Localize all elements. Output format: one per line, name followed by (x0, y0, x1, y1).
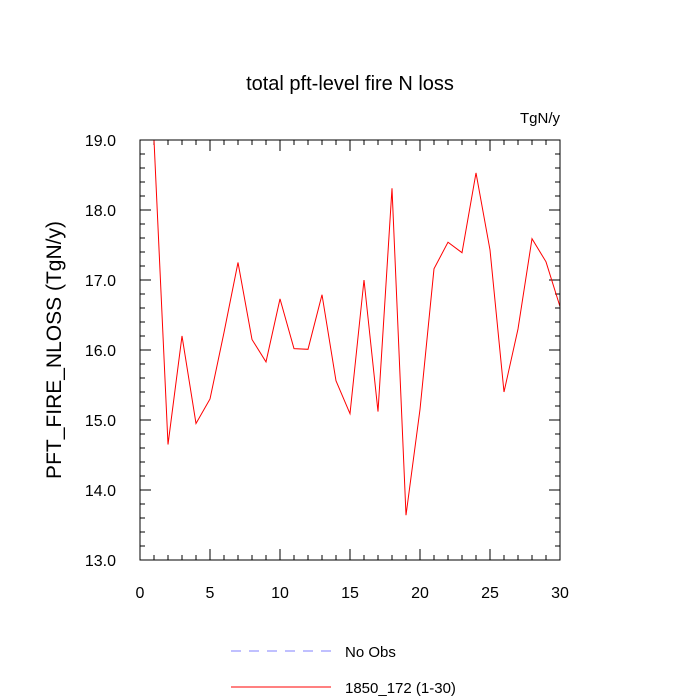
x-tick-label: 20 (411, 585, 429, 602)
x-tick-label: 0 (136, 585, 145, 602)
x-tick-label: 10 (271, 585, 289, 602)
units-label: TgN/y (520, 110, 561, 127)
axis-tick-labels: 0 5 10 15 20 25 30 13.0 14.0 15.0 16.0 17.0 18.0 19.0 (85, 133, 569, 602)
y-tick-label: 17.0 (85, 273, 116, 290)
y-tick-label: 14.0 (85, 483, 116, 500)
series-line-1 (153, 139, 561, 516)
x-tick-label: 25 (481, 585, 499, 602)
y-tick-label: 16.0 (85, 343, 116, 360)
y-axis-label: PFT_FIRE_NLOSS (TgN/y) (43, 221, 66, 479)
x-tick-label: 15 (341, 585, 359, 602)
y-tick-label: 15.0 (85, 413, 116, 430)
y-tick-label: 13.0 (85, 553, 116, 570)
y-tick-label: 19.0 (85, 133, 116, 150)
legend: No Obs 1850_172 (1-30) (231, 644, 456, 697)
x-tick-label: 5 (206, 585, 215, 602)
plot-frame (139, 139, 561, 561)
legend-label-0: No Obs (345, 644, 396, 661)
chart-title: total pft-level fire N loss (246, 73, 454, 95)
legend-label-1: 1850_172 (1-30) (345, 680, 456, 697)
x-tick-label: 30 (551, 585, 569, 602)
y-tick-label: 18.0 (85, 203, 116, 220)
axis-ticks (139, 139, 561, 561)
series-lines (153, 139, 561, 516)
